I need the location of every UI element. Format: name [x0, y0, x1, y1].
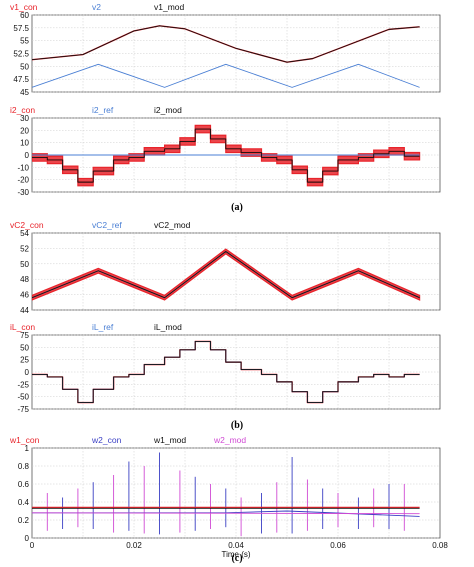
legend-iL_mod: iL_mod	[154, 322, 182, 332]
plot-area	[32, 124, 421, 187]
legend-v1_con: v1_con	[10, 2, 38, 12]
y-tick-label: -25	[17, 380, 29, 389]
legend-v1_mod: v1_mod	[154, 2, 185, 12]
y-tick-label: 0	[25, 368, 30, 377]
y-tick-label: 30	[20, 114, 29, 123]
legend-vC2_mod: vC2_mod	[154, 220, 191, 230]
legend-i2_con: i2_con	[10, 105, 35, 115]
y-tick-label: 0.2	[18, 516, 30, 525]
plot-area	[32, 25, 420, 88]
y-tick-label: 20	[20, 126, 29, 135]
y-tick-label: 0	[25, 534, 30, 543]
y-tick-label: 50	[20, 260, 29, 269]
y-tick-label: 46	[20, 291, 29, 300]
legend-w2_mod: w2_mod	[213, 435, 246, 445]
legend-vC2_ref: vC2_ref	[92, 220, 122, 230]
x-tick-label: 0.04	[228, 541, 244, 550]
x-axis-label: Time (s)	[221, 550, 250, 559]
y-tick-label: 75	[20, 331, 29, 340]
legend-w1_mod: w1_mod	[153, 435, 186, 445]
y-tick-label: -75	[17, 405, 29, 414]
y-tick-label: 0.6	[18, 480, 30, 489]
y-tick-label: -30	[17, 188, 29, 197]
panel-weights: 0 0.2 0.4 0.6 0.8 1 0 0.02 0.04 0.06 0.08 Time (s) w…	[9, 435, 448, 559]
y-tick-label: 50	[20, 343, 29, 352]
plot-area	[32, 340, 420, 404]
x-tick-label: 0.08	[432, 541, 448, 550]
y-tick-label: -50	[17, 393, 29, 402]
y-tick-label: 0.4	[18, 498, 30, 507]
plot-area	[32, 248, 421, 301]
y-tick-label: 55	[20, 37, 29, 46]
legend-w2_con: w2_con	[91, 435, 122, 445]
caption-b: (b)	[231, 420, 243, 431]
y-tick-label: 25	[20, 356, 29, 365]
legend-i2_mod: i2_mod	[154, 105, 182, 115]
legend-iL_ref: iL_ref	[92, 322, 114, 332]
y-tick-label: 0	[25, 151, 30, 160]
series-band-vC2_con	[32, 248, 421, 301]
y-tick-label: 10	[20, 139, 29, 148]
series-line-vC2_mod	[32, 251, 420, 299]
y-tick-label: 47.5	[13, 75, 29, 84]
y-tick-label: 44	[20, 306, 29, 315]
y-tick-label: 50	[20, 62, 29, 71]
series-line-v1_mod	[32, 25, 420, 63]
x-tick-label: 0.02	[126, 541, 142, 550]
legend-w1_con: w1_con	[9, 435, 40, 445]
series-line-v2	[32, 63, 420, 88]
y-tick-label: 52	[20, 244, 29, 253]
legend-i2_ref: i2_ref	[92, 105, 114, 115]
y-tick-label: 57.5	[13, 24, 29, 33]
caption-a: (a)	[231, 202, 243, 213]
caption-c: (c)	[231, 553, 242, 564]
y-tick-label: 60	[20, 11, 29, 20]
series-line-i2_mod	[32, 128, 420, 183]
plot-area	[32, 452, 420, 537]
y-tick-label: 0.8	[18, 462, 30, 471]
y-tick-label: -20	[17, 176, 29, 185]
legend-iL_con: iL_con	[10, 322, 35, 332]
y-tick-label: 45	[20, 88, 29, 97]
y-tick-label: 1	[25, 444, 30, 453]
y-tick-label: -10	[17, 163, 29, 172]
x-tick-label: 0.06	[330, 541, 346, 550]
legend-vC2_con: vC2_con	[10, 220, 44, 230]
legend-v2: v2	[92, 2, 101, 12]
y-tick-label: 48	[20, 275, 29, 284]
series-line-w2_mod	[32, 512, 420, 515]
y-tick-label: 54	[20, 229, 29, 238]
y-tick-label: 52.5	[13, 50, 29, 59]
x-tick-label: 0	[30, 541, 35, 550]
series-line-iL_mod	[32, 340, 420, 404]
